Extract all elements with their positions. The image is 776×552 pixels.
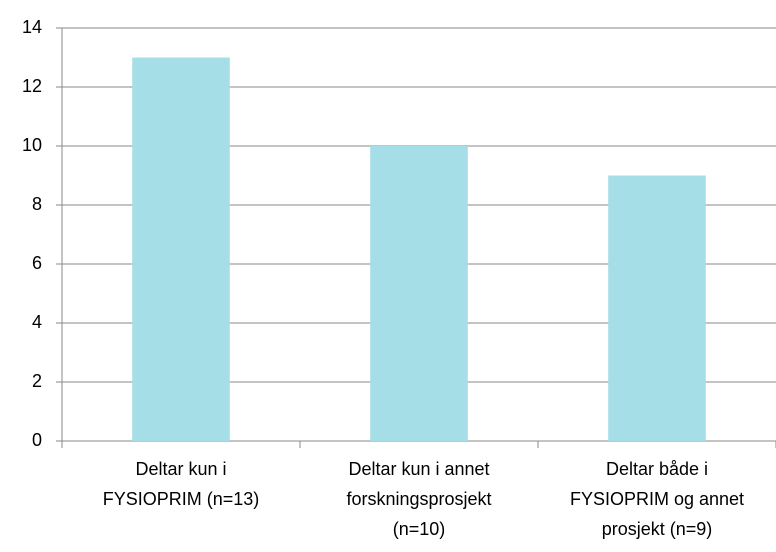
y-tick-label: 8 [32,194,42,214]
bar [370,146,468,441]
y-tick-label: 12 [22,76,42,96]
y-tick-label: 0 [32,430,42,450]
bar [608,175,706,441]
x-tick-label: Deltar både i FYSIOPRIM og annet prosjek… [569,459,745,539]
y-tick-label: 2 [32,371,42,391]
y-tick-label: 6 [32,253,42,273]
y-tick-label: 14 [22,17,42,37]
bar [132,57,230,441]
x-tick-label: Deltar kun i FYSIOPRIM (n=13) [102,459,260,509]
y-tick-label: 10 [22,135,42,155]
x-tick-label: Deltar kun i annet forskningsprosjekt (n… [346,459,492,539]
y-tick-label: 4 [32,312,42,332]
